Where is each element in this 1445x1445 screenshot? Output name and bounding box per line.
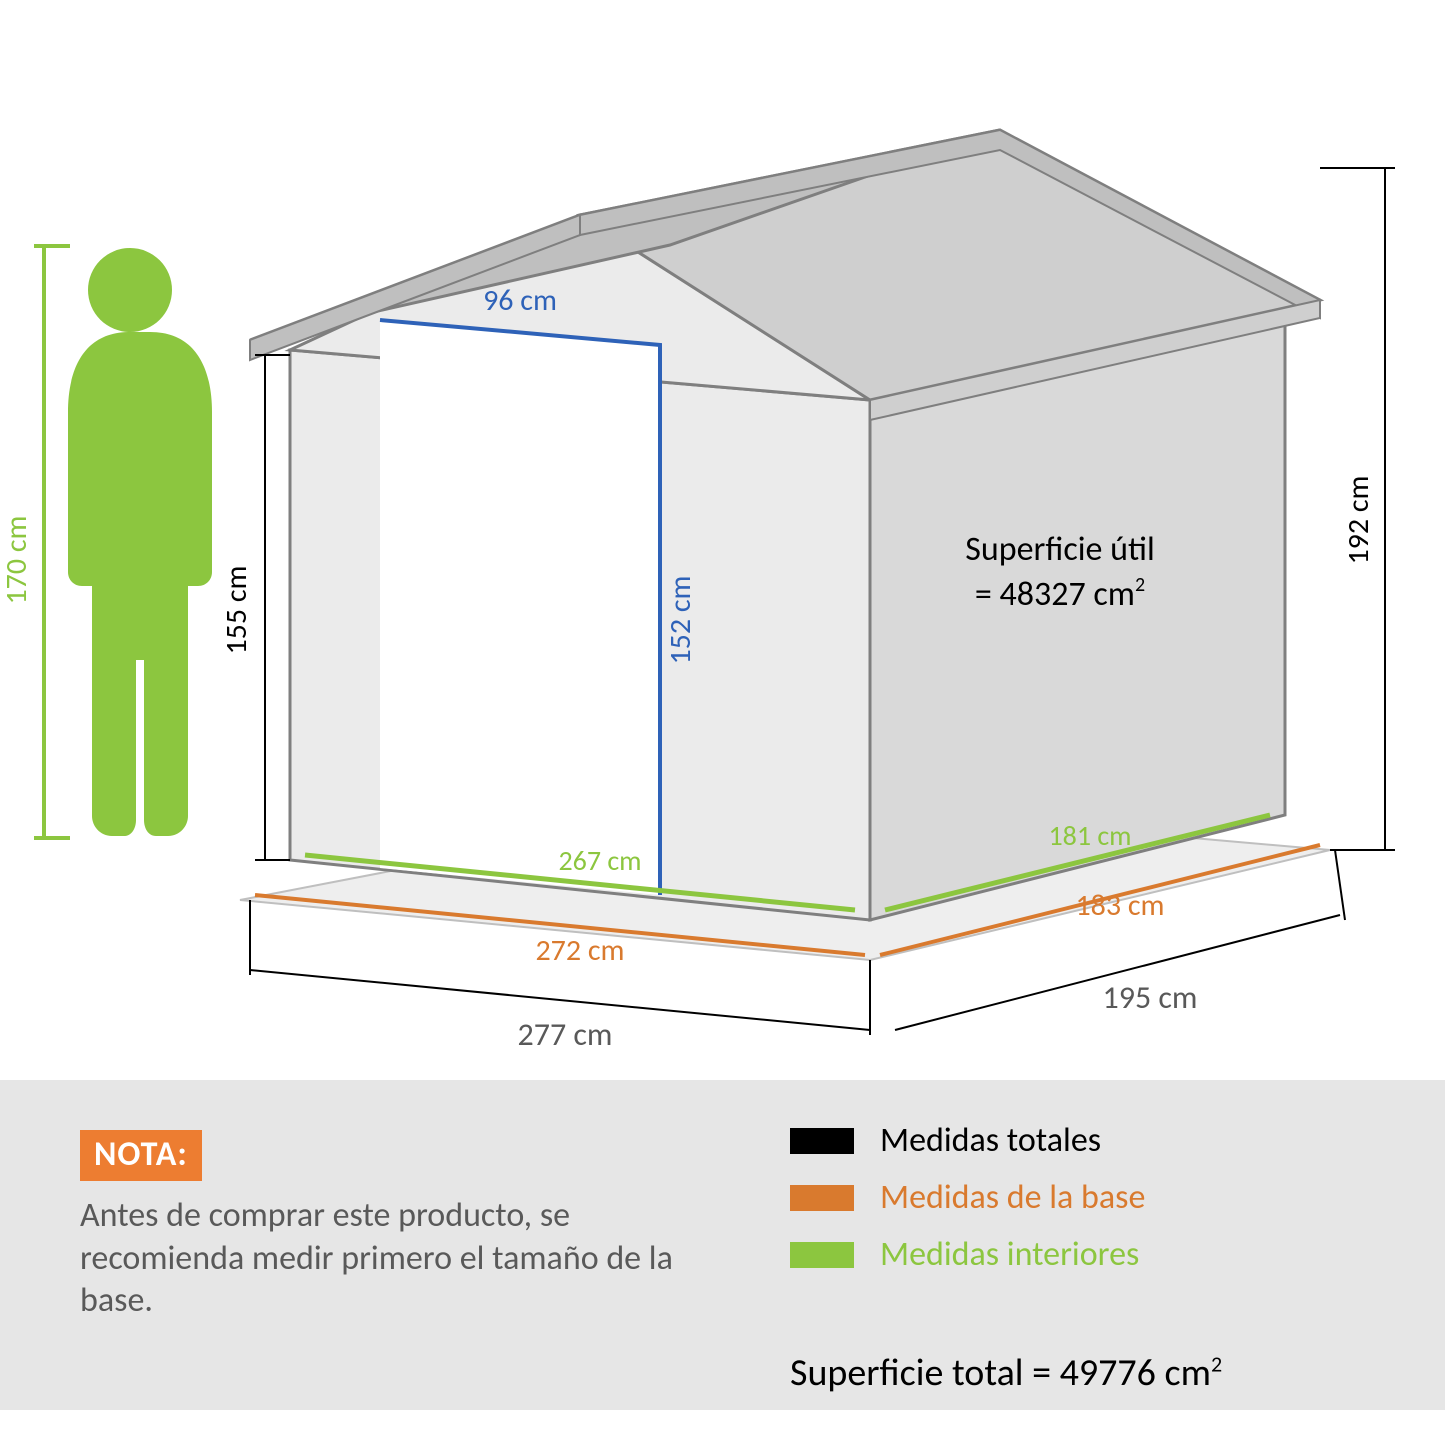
total-area: Superficie total = 49776 cm2 bbox=[790, 1350, 1222, 1396]
lbl-wall-h: 155 cm bbox=[218, 565, 255, 654]
legend-label-base: Medidas de la base bbox=[880, 1177, 1145, 1218]
total-area-text: Superficie total = 49776 cm bbox=[790, 1350, 1211, 1396]
lbl-total-d: 195 cm bbox=[1103, 978, 1198, 1017]
lbl-door-w: 96 cm bbox=[483, 282, 557, 319]
svg-text:= 48327 cm2: = 48327 cm2 bbox=[975, 573, 1145, 615]
lbl-total-w: 277 cm bbox=[518, 1015, 613, 1054]
useful-area-sup: 2 bbox=[1135, 573, 1145, 597]
legend-swatch-interior bbox=[790, 1242, 854, 1268]
lbl-base-d: 183 cm bbox=[1075, 887, 1164, 924]
note-tag: NOTA: bbox=[80, 1130, 202, 1181]
person-icon bbox=[68, 248, 212, 836]
legend: Medidas totales Medidas de la base Medid… bbox=[790, 1120, 1145, 1291]
lbl-door-h: 152 cm bbox=[662, 575, 699, 664]
lbl-base-w: 272 cm bbox=[535, 932, 624, 969]
lbl-inner-w: 267 cm bbox=[558, 843, 641, 878]
lbl-total-h: 192 cm bbox=[1340, 475, 1377, 564]
lbl-person-h: 170 cm bbox=[0, 515, 35, 604]
note-text: Antes de comprar este producto, se recom… bbox=[80, 1195, 720, 1323]
lbl-inner-d: 181 cm bbox=[1048, 818, 1131, 853]
diagram-stage: 170 cm 155 cm 192 cm 96 cm 152 cm 267 cm… bbox=[0, 0, 1445, 1445]
useful-area-1: Superficie útil bbox=[965, 529, 1155, 570]
legend-label-interior: Medidas interiores bbox=[880, 1234, 1139, 1275]
legend-swatch-base bbox=[790, 1185, 854, 1211]
legend-label-total: Medidas totales bbox=[880, 1120, 1101, 1161]
useful-area-2: = 48327 cm bbox=[975, 574, 1135, 615]
shed-drawing: 170 cm 155 cm 192 cm 96 cm 152 cm 267 cm… bbox=[0, 0, 1445, 1060]
total-area-sup: 2 bbox=[1211, 1350, 1222, 1377]
door-opening bbox=[380, 320, 660, 895]
legend-swatch-total bbox=[790, 1128, 854, 1154]
